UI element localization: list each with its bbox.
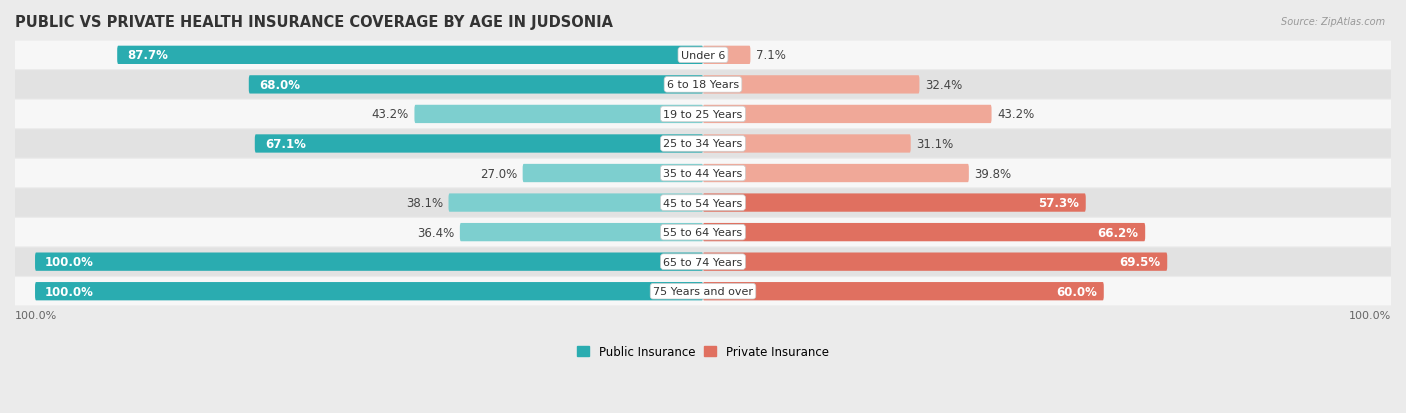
FancyBboxPatch shape	[703, 76, 920, 94]
Text: 100.0%: 100.0%	[45, 285, 94, 298]
Text: Source: ZipAtlas.com: Source: ZipAtlas.com	[1281, 17, 1385, 26]
FancyBboxPatch shape	[703, 223, 1146, 242]
Legend: Public Insurance, Private Insurance: Public Insurance, Private Insurance	[572, 341, 834, 363]
Text: 57.3%: 57.3%	[1038, 197, 1078, 209]
Text: 100.0%: 100.0%	[45, 256, 94, 268]
FancyBboxPatch shape	[1, 248, 1405, 276]
FancyBboxPatch shape	[703, 105, 991, 124]
Text: 75 Years and over: 75 Years and over	[652, 287, 754, 297]
Text: 7.1%: 7.1%	[756, 49, 786, 62]
Text: 100.0%: 100.0%	[1348, 310, 1391, 320]
FancyBboxPatch shape	[415, 105, 703, 124]
FancyBboxPatch shape	[254, 135, 703, 153]
FancyBboxPatch shape	[703, 47, 751, 65]
Text: 87.7%: 87.7%	[127, 49, 169, 62]
Text: 27.0%: 27.0%	[479, 167, 517, 180]
FancyBboxPatch shape	[1, 218, 1405, 247]
FancyBboxPatch shape	[703, 194, 1085, 212]
FancyBboxPatch shape	[1, 130, 1405, 158]
FancyBboxPatch shape	[1, 278, 1405, 306]
Text: 69.5%: 69.5%	[1119, 256, 1160, 268]
Text: 19 to 25 Years: 19 to 25 Years	[664, 110, 742, 120]
Text: 6 to 18 Years: 6 to 18 Years	[666, 80, 740, 90]
FancyBboxPatch shape	[1, 189, 1405, 217]
FancyBboxPatch shape	[35, 282, 703, 301]
FancyBboxPatch shape	[703, 135, 911, 153]
FancyBboxPatch shape	[703, 282, 1104, 301]
FancyBboxPatch shape	[249, 76, 703, 94]
Text: 43.2%: 43.2%	[997, 108, 1035, 121]
Text: 55 to 64 Years: 55 to 64 Years	[664, 228, 742, 237]
Text: 100.0%: 100.0%	[15, 310, 58, 320]
FancyBboxPatch shape	[117, 47, 703, 65]
Text: Under 6: Under 6	[681, 51, 725, 61]
Text: PUBLIC VS PRIVATE HEALTH INSURANCE COVERAGE BY AGE IN JUDSONIA: PUBLIC VS PRIVATE HEALTH INSURANCE COVER…	[15, 15, 613, 30]
Text: 32.4%: 32.4%	[925, 79, 962, 92]
Text: 68.0%: 68.0%	[259, 79, 299, 92]
FancyBboxPatch shape	[703, 253, 1167, 271]
FancyBboxPatch shape	[460, 223, 703, 242]
FancyBboxPatch shape	[703, 164, 969, 183]
Text: 66.2%: 66.2%	[1098, 226, 1139, 239]
Text: 25 to 34 Years: 25 to 34 Years	[664, 139, 742, 149]
FancyBboxPatch shape	[523, 164, 703, 183]
Text: 38.1%: 38.1%	[406, 197, 443, 209]
Text: 31.1%: 31.1%	[917, 138, 953, 151]
FancyBboxPatch shape	[1, 159, 1405, 188]
Text: 43.2%: 43.2%	[371, 108, 409, 121]
FancyBboxPatch shape	[1, 100, 1405, 129]
FancyBboxPatch shape	[449, 194, 703, 212]
Text: 45 to 54 Years: 45 to 54 Years	[664, 198, 742, 208]
Text: 65 to 74 Years: 65 to 74 Years	[664, 257, 742, 267]
Text: 39.8%: 39.8%	[974, 167, 1011, 180]
Text: 35 to 44 Years: 35 to 44 Years	[664, 169, 742, 178]
Text: 67.1%: 67.1%	[264, 138, 305, 151]
Text: 36.4%: 36.4%	[418, 226, 454, 239]
Text: 60.0%: 60.0%	[1056, 285, 1097, 298]
FancyBboxPatch shape	[35, 253, 703, 271]
FancyBboxPatch shape	[1, 71, 1405, 99]
FancyBboxPatch shape	[1, 42, 1405, 70]
